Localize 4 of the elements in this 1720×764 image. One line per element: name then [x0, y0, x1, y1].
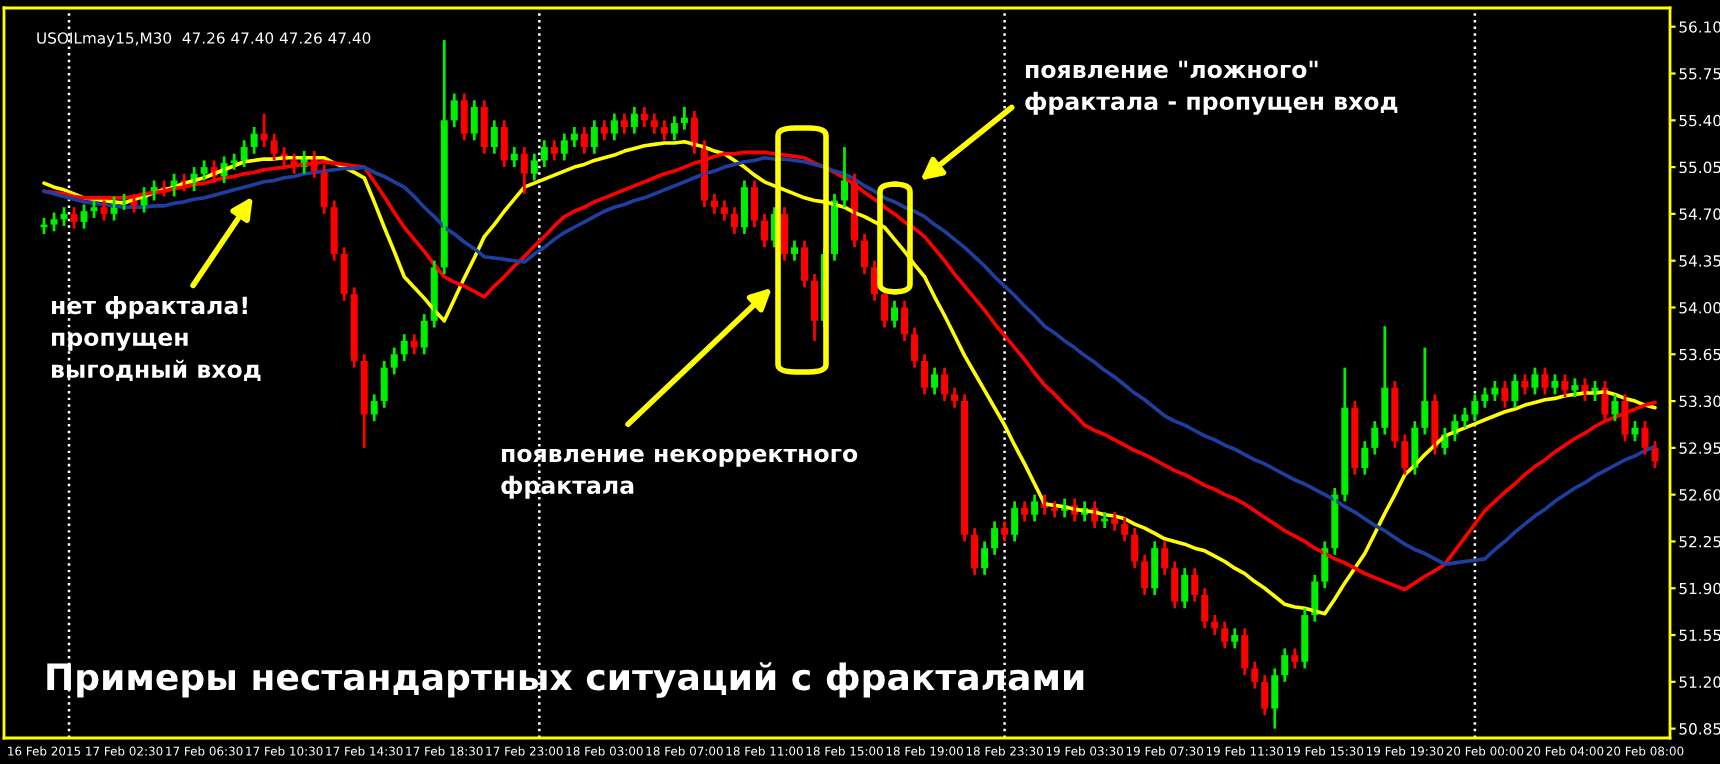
- text: Примеры нестандартных ситуаций с фракталами: [47, 662, 1084, 698]
- annotation: появление некорректного фрактала: [501, 448, 858, 499]
- annotation: появление "ложного" фрактала - пропущен вход: [1025, 60, 1398, 115]
- annotation: нет фрактала! пропущен выгодный вход: [51, 296, 261, 382]
